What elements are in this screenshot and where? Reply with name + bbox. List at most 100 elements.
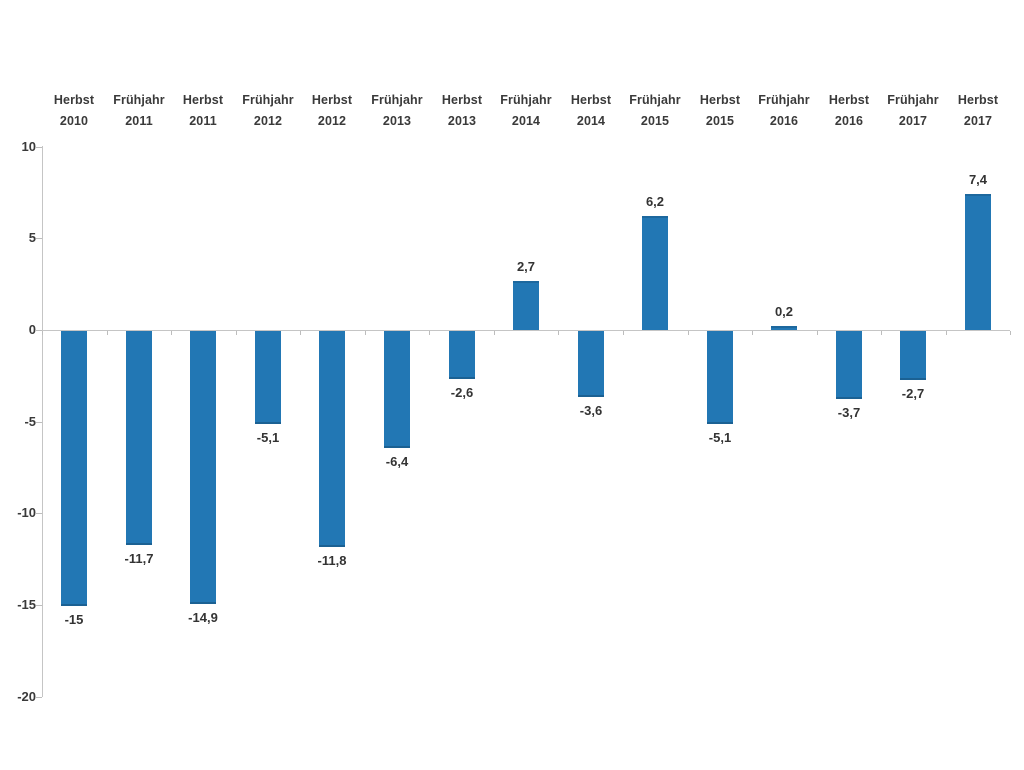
category-season: Frühjahr xyxy=(500,93,552,107)
category-year: 2013 xyxy=(447,114,477,128)
bar xyxy=(642,216,668,330)
category-season: Frühjahr xyxy=(113,93,165,107)
category-year: 2014 xyxy=(576,114,606,128)
category-tick xyxy=(881,331,882,335)
category-tick xyxy=(558,331,559,335)
bar-value-label: -14,9 xyxy=(188,610,218,625)
category-label: Frühjahr 2013 xyxy=(360,90,434,132)
category-season: Herbst xyxy=(957,93,999,107)
bar xyxy=(513,281,539,330)
bar-value-label: 2,7 xyxy=(516,259,536,274)
y-tick xyxy=(36,697,42,698)
bar xyxy=(900,331,926,380)
y-tick-label: -10 xyxy=(17,505,36,520)
bar xyxy=(61,331,87,606)
y-tick-label: -20 xyxy=(17,689,36,704)
bar xyxy=(255,331,281,424)
category-label: Frühjahr 2017 xyxy=(876,90,950,132)
category-year: 2017 xyxy=(963,114,993,128)
category-label: Frühjahr 2014 xyxy=(489,90,563,132)
category-label: Herbst 2012 xyxy=(295,90,369,132)
category-season: Frühjahr xyxy=(242,93,294,107)
category-tick xyxy=(107,331,108,335)
y-tick-label: 0 xyxy=(28,322,36,337)
category-season: Frühjahr xyxy=(887,93,939,107)
category-tick xyxy=(688,331,689,335)
category-year: 2011 xyxy=(125,114,153,128)
category-tick xyxy=(429,331,430,335)
category-tick xyxy=(623,331,624,335)
category-label: Herbst 2015 xyxy=(683,90,757,132)
y-tick xyxy=(36,147,42,148)
category-label: Herbst 2013 xyxy=(425,90,499,132)
category-year: 2013 xyxy=(382,114,412,128)
bar-value-label: -5,1 xyxy=(708,430,732,445)
bar-value-label: -2,7 xyxy=(901,386,925,401)
category-tick xyxy=(236,331,237,335)
category-label: Herbst 2010 xyxy=(37,90,111,132)
category-year: 2016 xyxy=(769,114,799,128)
category-year: 2015 xyxy=(640,114,670,128)
bar xyxy=(965,194,991,330)
x-axis-line xyxy=(42,330,1010,331)
bar xyxy=(771,326,797,330)
category-tick xyxy=(946,331,947,335)
category-year: 2014 xyxy=(511,114,541,128)
category-season: Frühjahr xyxy=(629,93,681,107)
y-axis-line xyxy=(42,146,43,697)
category-year: 2016 xyxy=(834,114,864,128)
bar-value-label: 6,2 xyxy=(645,194,665,209)
bar-value-label: -2,6 xyxy=(450,385,474,400)
bar-value-label: -11,7 xyxy=(124,551,154,566)
category-label: Frühjahr 2011 xyxy=(102,90,176,132)
y-tick xyxy=(36,422,42,423)
category-label: Herbst 2017 xyxy=(941,90,1015,132)
category-tick xyxy=(752,331,753,335)
y-tick xyxy=(36,330,42,331)
category-tick xyxy=(817,331,818,335)
category-year: 2011 xyxy=(189,114,217,128)
category-tick xyxy=(494,331,495,335)
y-tick-label: -5 xyxy=(24,414,36,429)
category-year: 2012 xyxy=(317,114,347,128)
y-tick-label: 5 xyxy=(28,230,36,245)
category-tick xyxy=(171,331,172,335)
category-label: Herbst 2014 xyxy=(554,90,628,132)
bar xyxy=(126,331,152,545)
category-season: Herbst xyxy=(570,93,612,107)
y-tick xyxy=(36,605,42,606)
category-season: Herbst xyxy=(699,93,741,107)
category-label: Herbst 2011 xyxy=(166,90,240,132)
bar xyxy=(578,331,604,397)
y-tick xyxy=(36,513,42,514)
bar xyxy=(384,331,410,448)
category-year: 2012 xyxy=(253,114,283,128)
bar xyxy=(190,331,216,604)
category-season: Frühjahr xyxy=(371,93,423,107)
bar xyxy=(707,331,733,424)
bar-value-label: -5,1 xyxy=(256,430,280,445)
bar-value-label: -3,7 xyxy=(837,405,861,420)
bar xyxy=(319,331,345,547)
category-year: 2015 xyxy=(705,114,735,128)
bar-value-label: -15 xyxy=(64,612,84,627)
category-season: Frühjahr xyxy=(758,93,810,107)
category-tick xyxy=(1010,331,1011,335)
y-tick-label: 10 xyxy=(21,139,36,154)
category-season: Herbst xyxy=(311,93,353,107)
y-tick xyxy=(36,238,42,239)
category-label: Frühjahr 2015 xyxy=(618,90,692,132)
bar-value-label: 0,2 xyxy=(774,304,794,319)
bar-value-label: -6,4 xyxy=(385,454,409,469)
bar-value-label: 7,4 xyxy=(968,172,988,187)
category-season: Herbst xyxy=(828,93,870,107)
category-label: Frühjahr 2012 xyxy=(231,90,305,132)
category-tick xyxy=(42,331,43,335)
bar xyxy=(836,331,862,399)
category-year: 2010 xyxy=(59,114,89,128)
y-tick-label: -15 xyxy=(17,597,36,612)
bar xyxy=(449,331,475,379)
category-season: Herbst xyxy=(53,93,95,107)
category-tick xyxy=(365,331,366,335)
